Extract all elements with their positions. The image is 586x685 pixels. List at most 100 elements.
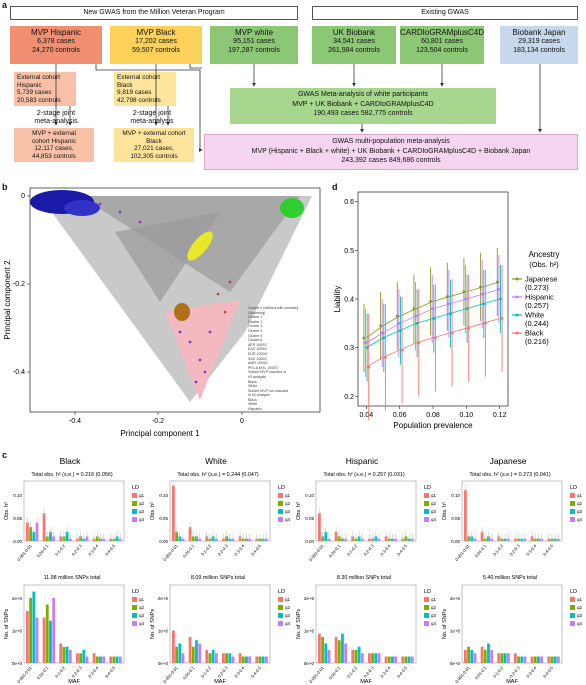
header-existing-gwas: Existing GWAS	[312, 6, 578, 20]
joint-black-cases: 27,021 cases,	[134, 145, 174, 153]
snp-bar	[467, 646, 470, 663]
snp-bar	[264, 656, 268, 663]
snp-bar	[198, 643, 202, 663]
ld-legend-title: LD	[424, 485, 431, 491]
liability-point	[499, 297, 502, 301]
h2-maf-tick: 0.001-0.01	[16, 543, 33, 562]
uk-biobank-title: UK Biobank	[332, 28, 376, 37]
uk-biobank-cases: 34,541 cases	[333, 38, 375, 45]
pca-ytick-1: 0	[21, 193, 25, 200]
pca-legend-line: AMR 1000G	[248, 361, 268, 366]
snp-bar	[59, 643, 63, 663]
mvp-black-title: MVP Black	[136, 28, 176, 37]
snp-bar	[181, 653, 185, 663]
h2-bar	[65, 531, 69, 541]
snp-bar	[188, 637, 192, 663]
liability-point	[429, 300, 432, 303]
liability-point	[432, 317, 436, 320]
ld-legend-label: q2	[577, 605, 583, 610]
snp-bar	[374, 653, 378, 663]
snp-bar	[228, 653, 232, 663]
pca-legend-line: Subset MVP not included	[248, 388, 289, 393]
ld-legend-label: q2	[139, 501, 145, 506]
ld-legend-swatch	[424, 613, 429, 618]
snp-bar	[35, 617, 39, 663]
blue-cluster-2	[64, 200, 100, 216]
snp-bar	[337, 640, 341, 663]
liability-xtick-label: 0.04	[360, 412, 374, 419]
ld-legend-swatch	[132, 501, 137, 506]
ld-legend-label: q2	[139, 605, 145, 610]
snp-bar	[32, 591, 36, 663]
h2-plot-frame	[315, 480, 417, 542]
snp-bar	[384, 656, 388, 663]
ld-legend-label: q4	[139, 517, 145, 522]
snp-maf-tick: 0.001-0.01	[454, 665, 471, 684]
ld-legend-swatch	[570, 517, 575, 522]
ld-legend-label: q1	[139, 493, 145, 498]
h2-ytick: 0.00	[305, 539, 314, 544]
liability-point	[365, 346, 369, 350]
snp-bar	[547, 656, 551, 663]
snp-bar	[520, 656, 524, 663]
liability-point	[445, 295, 449, 298]
mvp-white-controls: 197,287 controls	[228, 46, 280, 54]
snp-bar	[49, 620, 52, 663]
ld-legend-swatch	[424, 605, 429, 610]
snp-ytick: 0e+0	[12, 661, 23, 666]
snp-bar	[208, 653, 212, 663]
ld-legend-label: q3	[139, 509, 145, 514]
liability-point	[380, 331, 384, 335]
snp-bar	[470, 650, 474, 663]
h2-plot-frame	[461, 480, 563, 542]
ld-legend-label: q1	[431, 597, 437, 602]
biobank-japan-title: Biobank Japan	[512, 28, 566, 37]
ld-legend-label: q4	[577, 517, 583, 522]
h2-axis-label: Obs. h²	[296, 502, 302, 520]
mvp-black-box: MVP Black 17,202 cases 59,507 controls	[110, 26, 202, 64]
h2-ytick: 0.05	[451, 516, 460, 521]
snp-bar	[214, 653, 218, 663]
legend-h2: (0.257)	[525, 301, 549, 310]
ld-legend-swatch	[278, 509, 283, 514]
snp-bar	[514, 653, 517, 663]
liability-line-black	[366, 318, 500, 368]
liability-point	[412, 307, 416, 311]
snp-bar	[537, 656, 540, 663]
snp-axis-label: No. of SNPs	[150, 609, 156, 640]
legend-name: Black	[525, 329, 544, 338]
snp-ytick: 2e+6	[12, 596, 23, 601]
group-snp-total: 5.40 million SNPs total	[483, 575, 537, 581]
mvp-hispanic-controls: 24,270 controls	[32, 46, 80, 54]
snp-maf-tick: 0.01-0.1	[36, 665, 50, 680]
snp-ytick: 0e+0	[450, 661, 461, 666]
red-points	[216, 280, 232, 314]
liability-point	[447, 302, 451, 306]
snp-bar	[241, 656, 245, 663]
ld-legend-label: q4	[431, 621, 437, 626]
ld-legend-label: q3	[577, 613, 583, 618]
joint-hispanic-box: MVP + external cohort Hispanic 12,117 ca…	[14, 128, 94, 162]
joint-black-controls: 102,305 controls	[130, 152, 178, 160]
group-panel-white: White Total obs. h² (s.e.) = 0.244 (0.047…	[150, 456, 291, 685]
snp-bar	[245, 656, 248, 663]
ld-legend-label: q1	[577, 597, 583, 602]
h2-maf-tick: 0.4-0.5	[104, 543, 117, 557]
h2-maf-tick: 0.4-0.5	[542, 543, 555, 557]
snp-bar	[377, 653, 381, 663]
ld-legend-label: q2	[577, 501, 583, 506]
header-new-gwas: New GWAS from the Million Veteran Progra…	[10, 6, 298, 20]
snp-bar	[503, 653, 507, 663]
snp-bar	[391, 656, 394, 663]
pca-legend-line: EUR 1000G	[248, 351, 268, 356]
group-title: Japanese	[490, 456, 527, 466]
liability-point	[362, 336, 366, 340]
h2-axis-label: Obs. h²	[150, 502, 156, 520]
joint-black-l1: MVP + external cohort	[122, 130, 186, 137]
ld-legend-swatch	[132, 597, 137, 602]
mvp-hispanic-title: MVP Hispanic	[30, 28, 82, 37]
legend-name: White	[525, 311, 544, 320]
pca-xtick-3: 0	[240, 418, 244, 425]
ld-legend-title: LD	[570, 485, 577, 491]
green-cluster	[280, 198, 304, 218]
